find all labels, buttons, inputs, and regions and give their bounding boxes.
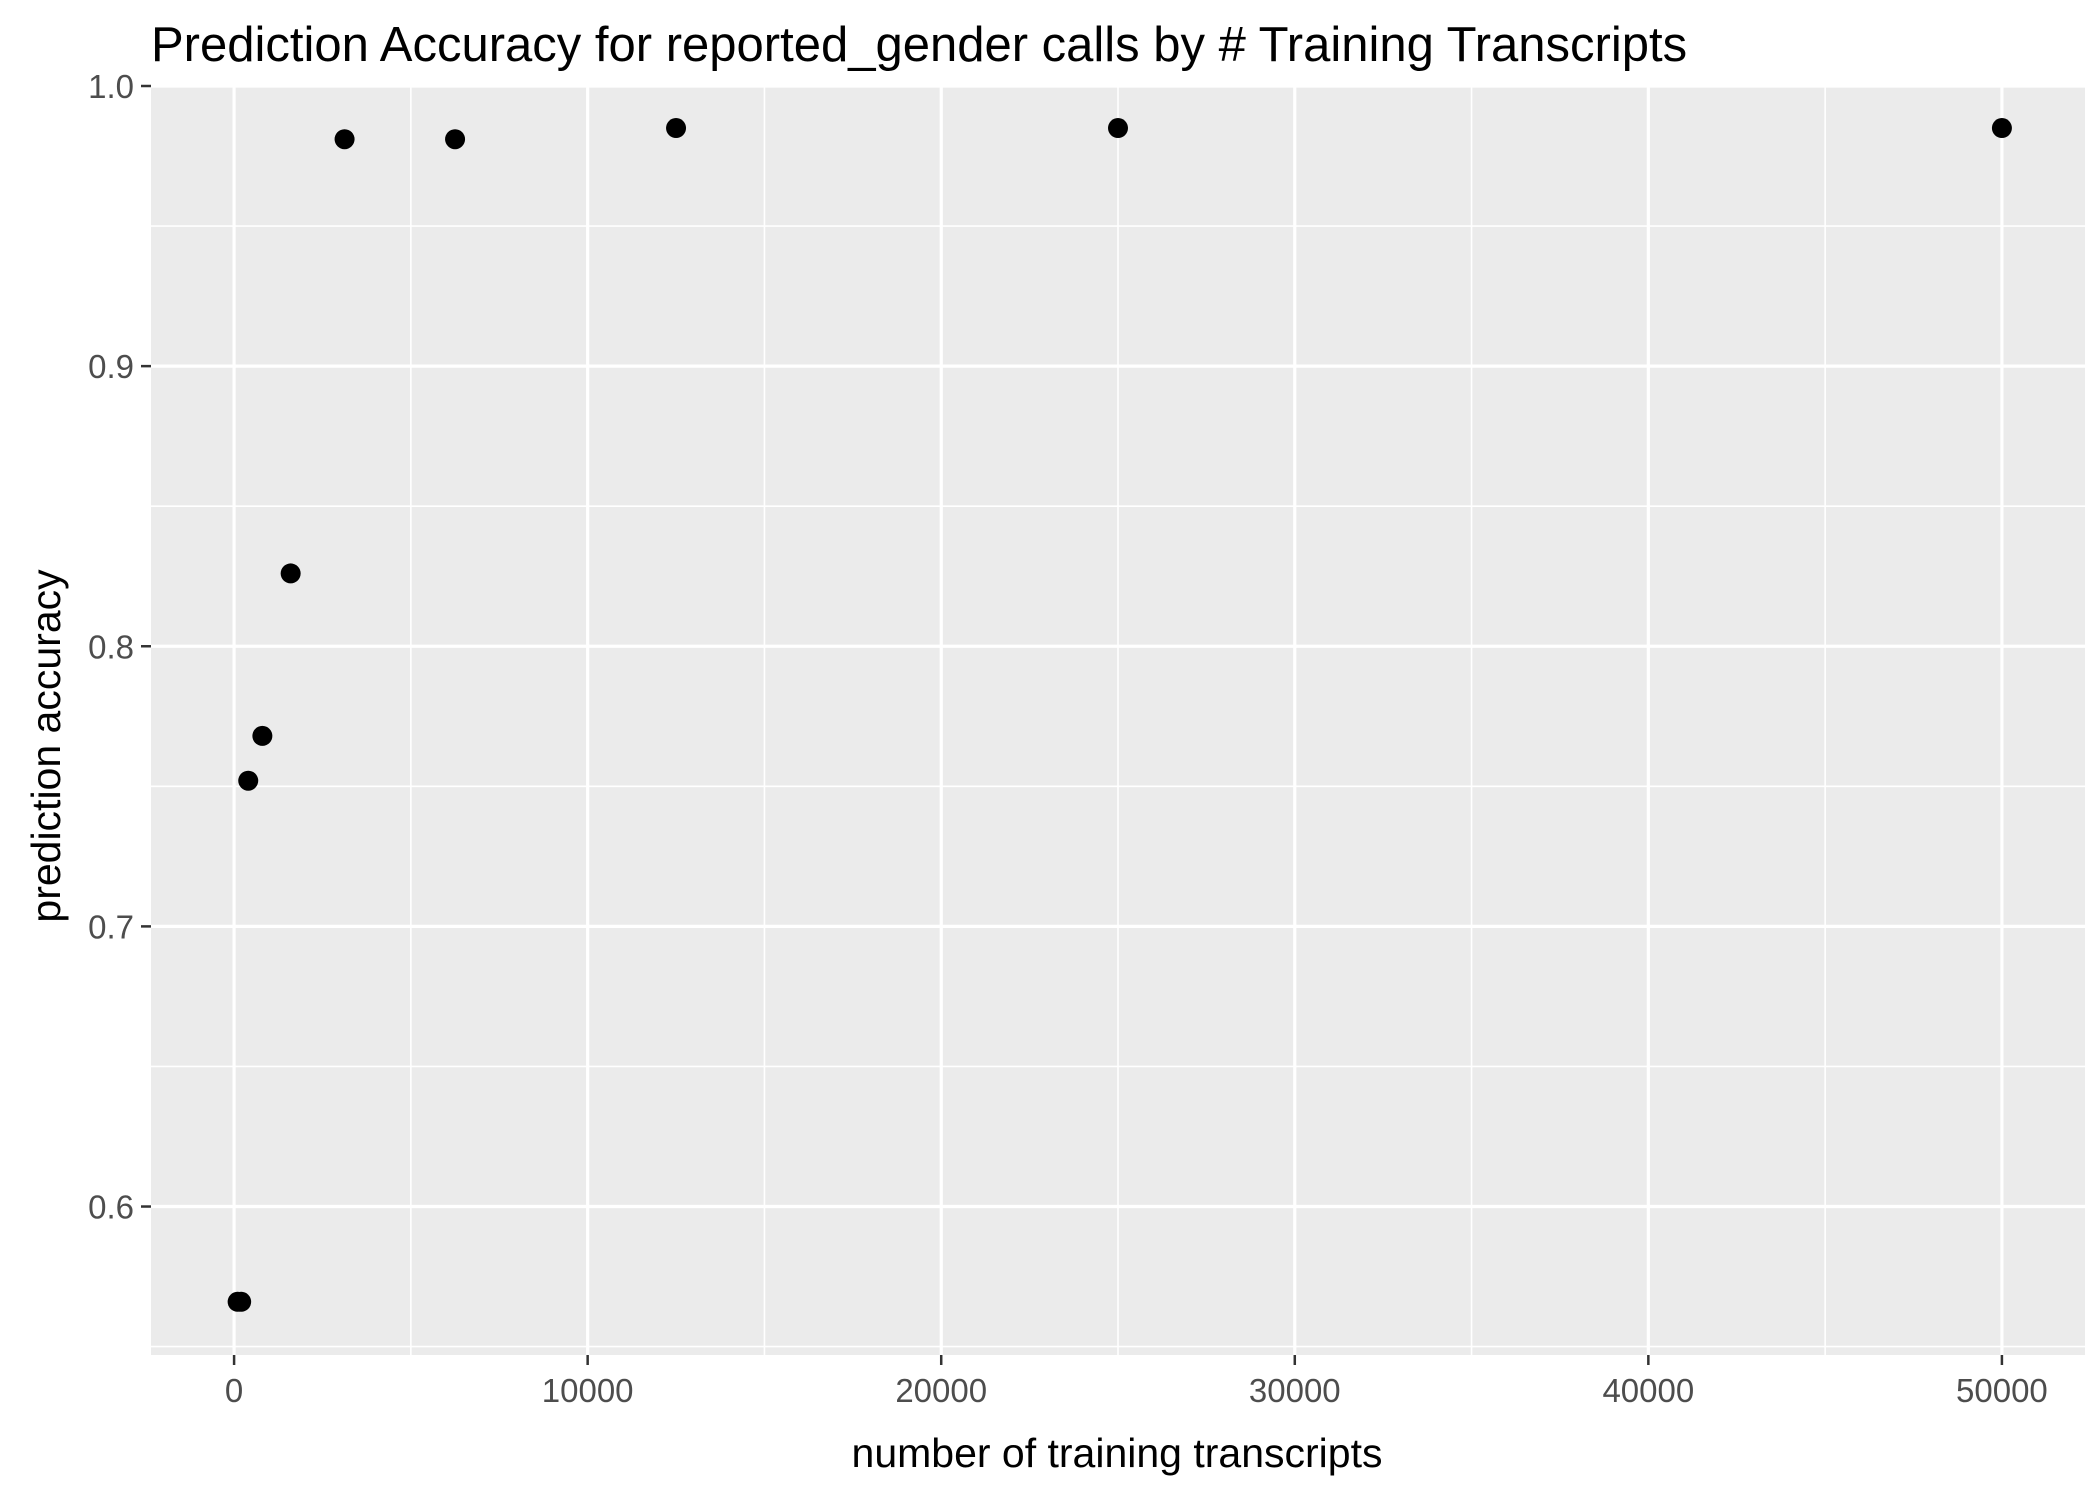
x-tick-label: 0 xyxy=(225,1372,243,1409)
x-tick-label: 20000 xyxy=(895,1372,987,1409)
x-axis-title: number of training transcripts xyxy=(852,1430,1383,1476)
data-point xyxy=(252,725,273,746)
x-tick-label: 40000 xyxy=(1602,1372,1694,1409)
chart-title: Prediction Accuracy for reported_gender … xyxy=(151,18,1687,72)
y-tick-label: 0.9 xyxy=(88,348,134,385)
y-tick-label: 1.0 xyxy=(88,68,134,105)
x-tick-label: 50000 xyxy=(1956,1372,2048,1409)
data-point xyxy=(238,770,259,791)
y-tick-label: 0.7 xyxy=(88,908,134,945)
y-tick-label: 0.6 xyxy=(88,1189,134,1226)
data-point xyxy=(231,1291,252,1312)
x-tick-label: 10000 xyxy=(542,1372,634,1409)
data-point xyxy=(666,118,687,139)
y-axis: 0.6 0.7 0.8 0.9 1.0 xyxy=(88,68,151,1226)
y-tick-label: 0.8 xyxy=(88,628,134,665)
data-point xyxy=(1108,118,1128,139)
y-axis-title: prediction accuracy xyxy=(23,569,69,923)
data-point xyxy=(1991,118,2012,139)
data-point xyxy=(280,563,301,584)
x-tick-label: 30000 xyxy=(1249,1372,1341,1409)
data-point xyxy=(334,129,355,150)
x-axis: 0 10000 20000 30000 40000 50000 xyxy=(225,1355,2048,1409)
major-gridlines xyxy=(151,84,2085,1355)
data-point xyxy=(445,129,466,150)
data-points xyxy=(227,118,2012,1312)
minor-gridlines xyxy=(151,86,2085,1355)
